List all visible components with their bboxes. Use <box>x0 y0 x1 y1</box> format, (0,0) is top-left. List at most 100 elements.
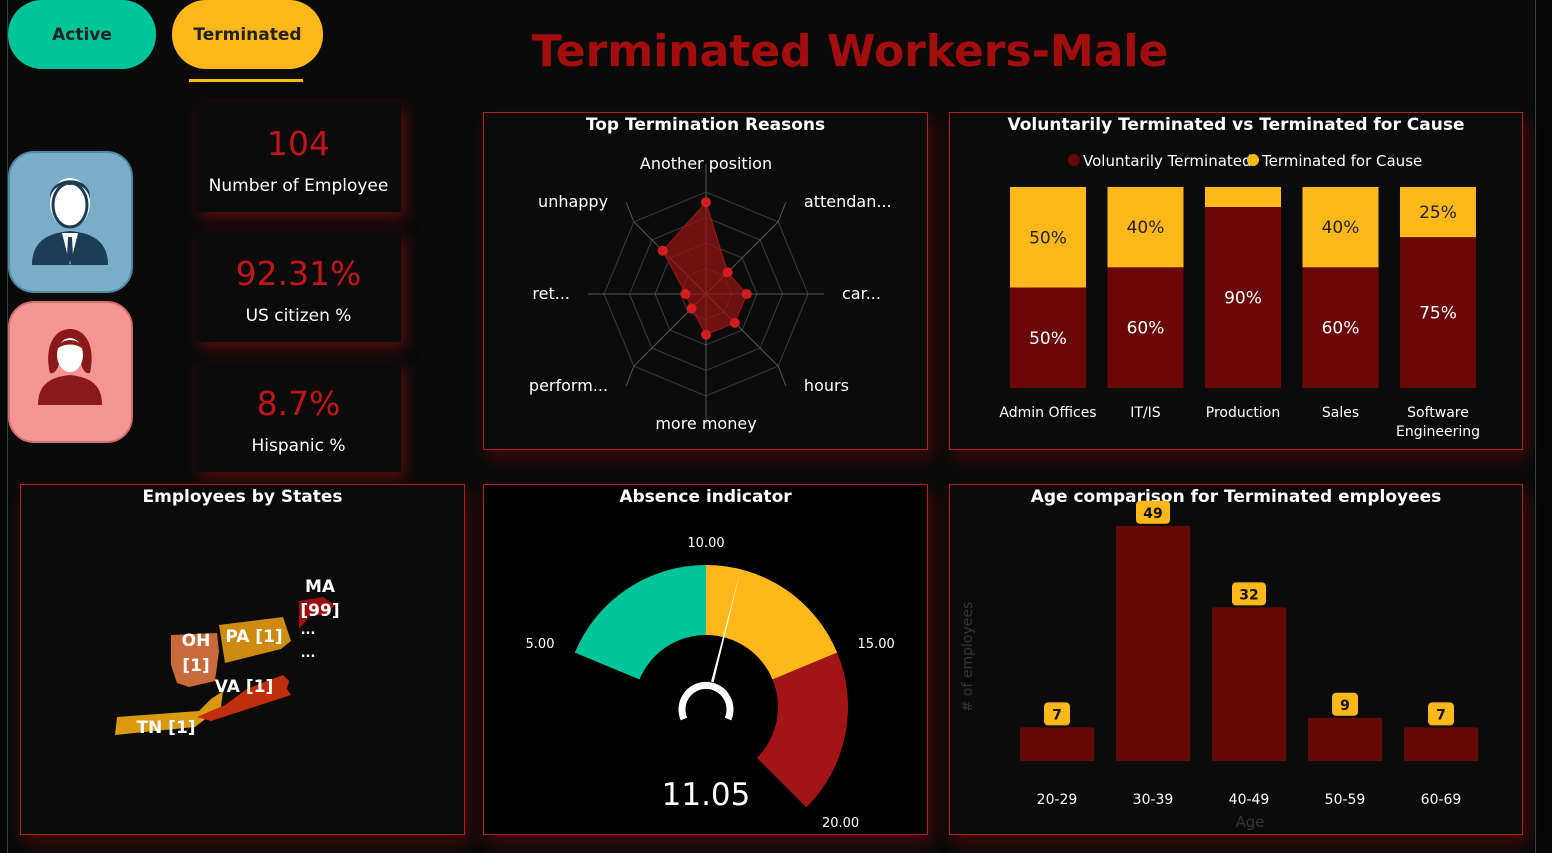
female-avatar-icon <box>38 329 102 405</box>
stacked-bar-chart: Voluntarily Terminated Terminated for Cau… <box>999 152 1480 440</box>
bar-segment-cause <box>1205 187 1281 208</box>
data-label-box <box>1232 582 1266 606</box>
data-label-box <box>1044 702 1070 726</box>
map-label-ma: MA <box>305 577 336 597</box>
data-label-box <box>1332 692 1358 716</box>
radar-title: Top Termination Reasons <box>585 115 826 135</box>
x-tick-label: 60-69 <box>1421 792 1462 808</box>
age-bar <box>1308 717 1382 761</box>
data-label-cause: 50% <box>1029 228 1067 248</box>
map-label-oh-count: [1] <box>182 656 209 676</box>
age-chart-title: Age comparison for Terminated employees <box>1030 487 1442 507</box>
map-label-oh: OH <box>182 631 211 651</box>
age-bar-panel: Age comparison for Terminated employees … <box>949 484 1523 835</box>
state-map[interactable]: MA [99] OH [1] PA [1] VA [1] TN [1] ... … <box>21 485 464 834</box>
gauge-value: 11.05 <box>662 777 751 813</box>
tab-active[interactable]: Active <box>8 0 156 69</box>
map-title: Employees by States <box>142 487 343 507</box>
data-label: 7 <box>1052 707 1062 723</box>
bar-segment-voluntary <box>1302 267 1379 388</box>
radar-point <box>657 245 668 256</box>
bar-segment-cause <box>1107 187 1184 268</box>
male-avatar-icon <box>32 178 108 265</box>
age-bar <box>1020 727 1094 761</box>
data-label-voluntary: 60% <box>1127 319 1165 339</box>
radar-axis-label: unhappy <box>538 192 608 211</box>
radar-axis-label: car... <box>842 284 881 303</box>
age-bar <box>1116 525 1190 761</box>
bar-segment-voluntary <box>1107 267 1184 388</box>
x-tick-label: 20-29 <box>1037 792 1078 808</box>
gauge-tick-label: 15.00 <box>858 637 895 652</box>
map-label-pa: PA [1] <box>225 627 282 647</box>
x-tick-label: Software <box>1407 405 1469 421</box>
tab-terminated[interactable]: Terminated <box>172 0 323 69</box>
data-label: 49 <box>1143 506 1162 522</box>
state-pa <box>219 617 291 663</box>
y-axis-title: # of employees <box>960 602 976 713</box>
age-bar <box>1404 727 1478 761</box>
x-axis-title: Age <box>1235 813 1264 831</box>
age-bar <box>1212 607 1286 761</box>
data-label-cause: 40% <box>1322 218 1360 238</box>
radar-axis-label: perform... <box>529 376 608 395</box>
radar-leader <box>777 365 787 387</box>
map-label-overflow: ... <box>301 646 316 661</box>
x-tick-label: 50-59 <box>1325 792 1366 808</box>
radar-panel: Top Termination Reasons Another position… <box>483 112 928 450</box>
radar-point <box>729 317 740 328</box>
data-label: 7 <box>1436 707 1446 723</box>
gauge-band <box>574 565 706 680</box>
gauge-needle <box>711 573 740 683</box>
kpi-value: 104 <box>267 124 330 163</box>
legend-label-cause: Terminated for Cause <box>1261 152 1422 170</box>
data-label-voluntary: 60% <box>1322 319 1360 339</box>
male-filter-button[interactable] <box>8 151 133 293</box>
gauge-band <box>706 565 838 680</box>
female-filter-button[interactable] <box>8 301 133 443</box>
map-label-tn: TN [1] <box>136 718 195 738</box>
map-panel: Employees by States MA [99] OH [1] PA [1… <box>20 484 465 835</box>
bar-segment-cause <box>1400 187 1476 238</box>
x-tick-label: Sales <box>1322 405 1359 421</box>
gauge-band <box>756 652 848 808</box>
radar-axis-label: ret... <box>532 284 570 303</box>
stacked-title: Voluntarily Terminated vs Terminated for… <box>1007 115 1465 135</box>
gauge-hub-background <box>635 636 777 778</box>
data-label-cause: 40% <box>1127 218 1165 238</box>
state-oh <box>171 633 219 687</box>
gauge-tick-label: 20.00 <box>822 816 859 831</box>
x-tick-label: Admin Offices <box>999 405 1096 421</box>
data-label: 9 <box>1340 698 1350 714</box>
x-tick-label: IT/IS <box>1130 405 1161 421</box>
data-label-cause: 25% <box>1419 203 1457 223</box>
kpi-value: 8.7% <box>256 384 341 423</box>
radar-series-area <box>662 201 748 336</box>
map-label-ma-count: [99] <box>300 601 339 621</box>
radar-point <box>701 329 711 340</box>
kpi-value: 92.31% <box>235 254 362 293</box>
legend-swatch-voluntary <box>1068 154 1080 166</box>
radar-point <box>680 289 691 299</box>
bar-segment-cause <box>1302 187 1379 268</box>
x-tick-label: Production <box>1206 405 1280 421</box>
radar-axis-label: hours <box>804 376 849 395</box>
map-label-overflow: ... <box>301 623 316 638</box>
gauge-tick-label: 5.00 <box>526 637 555 652</box>
data-label-voluntary: 75% <box>1419 304 1457 324</box>
kpi-card-us-citizen: 92.31% US citizen % <box>196 232 401 342</box>
state-ma <box>299 597 335 629</box>
data-label-voluntary: 50% <box>1029 329 1067 349</box>
page-title: Terminated Workers-Male <box>531 26 1169 77</box>
radar-axis-label: attendan... <box>804 192 892 211</box>
radar-leader <box>625 365 635 387</box>
kpi-label: Hispanic % <box>251 436 346 456</box>
bar-segment-voluntary <box>1400 237 1476 388</box>
x-tick-label: 40-49 <box>1229 792 1270 808</box>
radar-point <box>741 289 752 299</box>
kpi-label: Number of Employee <box>208 176 389 196</box>
tab-selected-indicator <box>189 79 303 82</box>
absence-gauge: 5.00 10.00 15.00 20.00 11.05 <box>526 536 895 831</box>
x-tick-label: 30-39 <box>1133 792 1174 808</box>
radar-axis-label: more money <box>655 414 756 433</box>
